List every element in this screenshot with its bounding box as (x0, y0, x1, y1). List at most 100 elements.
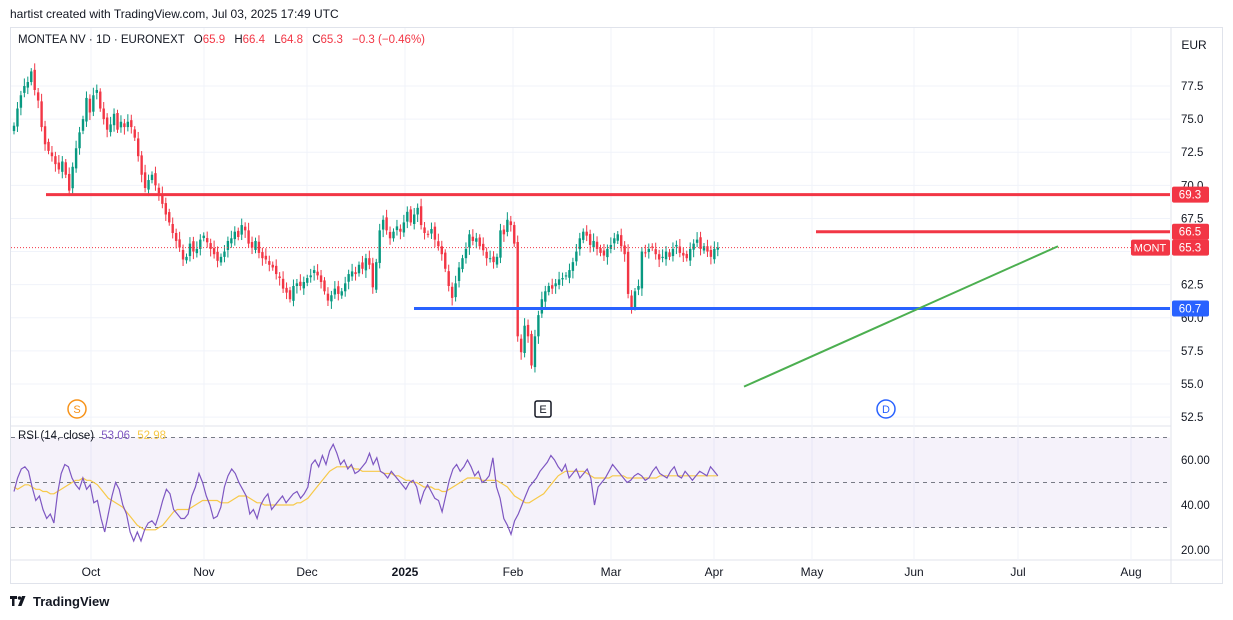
candle-body (271, 264, 274, 268)
candle (105, 113, 109, 138)
candle (154, 166, 157, 191)
candle (195, 241, 199, 258)
candle (188, 237, 192, 262)
candle-body (692, 243, 695, 250)
candle-body (509, 221, 512, 226)
candle (50, 145, 54, 162)
candle-body (64, 162, 67, 175)
candle-body (202, 235, 205, 239)
candle-body (174, 233, 178, 241)
candle-body (199, 239, 202, 249)
candle (309, 268, 312, 283)
candle-body (395, 226, 399, 231)
candle-body (268, 261, 271, 265)
time-tick-label: Oct (82, 565, 101, 579)
candle (375, 258, 378, 294)
candle-body (323, 280, 326, 292)
candle (292, 279, 295, 307)
candle-body (675, 244, 678, 247)
candle-body (302, 282, 305, 289)
candle-body (350, 271, 354, 277)
candle-body (319, 275, 323, 283)
candle (143, 164, 147, 193)
candle-body (368, 258, 371, 265)
candle-body (568, 270, 571, 278)
candle-body (654, 249, 657, 255)
candle-body (478, 237, 481, 247)
candle-body (223, 251, 226, 257)
candle-body (495, 256, 499, 265)
candle-body (630, 295, 633, 308)
candle (99, 88, 102, 112)
candle (513, 221, 516, 247)
candle-body (464, 248, 468, 259)
candle (399, 224, 402, 240)
candle (509, 215, 512, 232)
candle (250, 236, 254, 255)
candle-body (392, 231, 395, 239)
ticker-tag-box (1131, 239, 1170, 256)
candle (333, 281, 337, 299)
candle-body (344, 283, 347, 292)
candle-body (513, 225, 516, 244)
candle (623, 241, 626, 262)
candle (495, 253, 499, 268)
candle (92, 87, 95, 117)
candle-body (706, 246, 709, 252)
candle-body (295, 283, 299, 286)
candle-body (588, 234, 592, 245)
candle (582, 228, 585, 244)
candle (568, 263, 571, 284)
candle-body (409, 209, 412, 223)
candle-body (147, 180, 150, 190)
candle-body (288, 290, 292, 300)
candle (626, 244, 630, 299)
candle (606, 244, 609, 265)
candle-body (554, 283, 557, 287)
candle (68, 167, 71, 197)
event-marker-shape (534, 400, 552, 418)
candle-body (275, 265, 278, 275)
candle (526, 319, 530, 343)
candle-body (668, 252, 671, 257)
high-value: 66.4 (242, 34, 266, 46)
candle (695, 232, 699, 248)
candle-body (616, 234, 619, 241)
candle-body (413, 214, 416, 225)
candle (137, 131, 140, 162)
level-label: 60.7 (1179, 304, 1201, 316)
candle-body (133, 129, 136, 138)
candle (485, 247, 488, 266)
candle (392, 228, 395, 242)
candle (482, 237, 485, 256)
currency-button[interactable]: EUR (1181, 38, 1207, 52)
candle (702, 242, 706, 254)
candle-body (230, 238, 233, 244)
candle-body (240, 225, 243, 235)
candle-body (457, 267, 461, 281)
candle (640, 247, 644, 296)
candle (395, 219, 399, 236)
candle (689, 242, 692, 266)
candle (678, 238, 682, 258)
low-label: L (274, 34, 281, 46)
candle (437, 233, 440, 251)
time-tick-label: Jun (904, 565, 923, 579)
rsi-ma-line (13, 466, 718, 531)
candle (406, 206, 409, 229)
candle-body (406, 211, 409, 222)
candle (516, 235, 519, 342)
candle-body (123, 123, 126, 128)
candle-body (671, 248, 675, 257)
tradingview-brand[interactable]: TradingView (10, 594, 109, 609)
candle (288, 286, 292, 303)
candle (171, 217, 174, 239)
candle (216, 246, 219, 268)
candle (247, 222, 250, 248)
candle (316, 264, 319, 280)
candle (299, 274, 302, 291)
chart-frame (10, 27, 1223, 584)
time-tick-label: 2025 (392, 565, 419, 579)
